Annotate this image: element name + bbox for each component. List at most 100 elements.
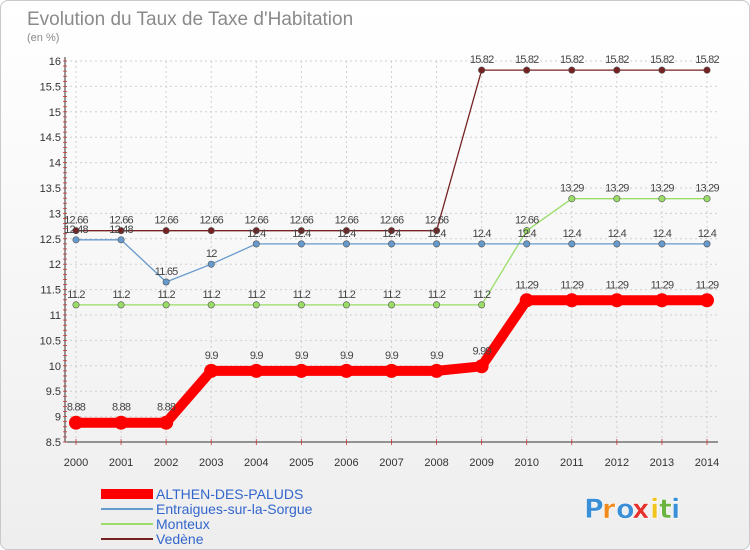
x-tick-label: 2001 (109, 457, 133, 469)
data-label: 9.9 (385, 350, 399, 362)
x-tick-label: 2003 (199, 457, 223, 469)
data-label: 9.9 (430, 350, 444, 362)
data-label: 11.2 (428, 289, 446, 301)
logo-letter: t (659, 494, 672, 525)
data-label: 13.29 (695, 183, 719, 195)
data-point (703, 195, 711, 203)
data-point (297, 227, 305, 235)
data-label: 15.82 (650, 54, 674, 66)
data-point (613, 240, 621, 248)
data-label: 15.82 (470, 54, 494, 66)
data-label: 12.66 (64, 215, 88, 227)
data-point (613, 66, 621, 74)
y-tick-label: 15.5 (40, 81, 61, 93)
data-point (478, 66, 486, 74)
data-label: 11.2 (473, 289, 491, 301)
data-label: 9.99 (473, 345, 492, 357)
data-point (252, 227, 260, 235)
logo-letter: r (602, 494, 616, 525)
data-label: 12.4 (292, 228, 311, 240)
data-point (342, 301, 350, 309)
data-point (387, 301, 395, 309)
data-point (114, 415, 129, 430)
data-point (207, 227, 215, 235)
data-point (568, 66, 576, 74)
legend-label: Entraigues-sur-la-Sorgue (156, 501, 313, 517)
data-point (249, 363, 264, 378)
data-point (117, 301, 125, 309)
data-label: 12.4 (337, 228, 356, 240)
data-label: 11.29 (696, 279, 719, 291)
data-point (252, 301, 260, 309)
data-labels: 8.88 8.88 8.88 9.9 9.9 9.9 9.9 9.9 9.9 9.99 11.29 1… (64, 54, 720, 414)
data-point (69, 415, 83, 430)
x-tick-label: 2012 (605, 457, 629, 469)
data-label: 11.2 (248, 289, 266, 301)
data-point (207, 260, 215, 268)
data-point (564, 293, 579, 308)
x-tick-label: 2000 (64, 457, 88, 469)
data-label: 12.66 (245, 215, 269, 227)
x-tick-label: 2006 (334, 457, 358, 469)
y-tick-label: 12 (49, 259, 61, 271)
data-point (72, 301, 80, 309)
data-point (384, 363, 399, 378)
data-point (162, 278, 170, 286)
data-point (429, 363, 444, 378)
data-label: 11.2 (157, 289, 175, 301)
data-point (523, 227, 531, 235)
data-label: 15.82 (605, 54, 629, 66)
legend: ALTHEN-DES-PALUDSEntraigues-sur-la-Sorgu… (101, 486, 313, 547)
y-tick-label: 12.5 (40, 234, 61, 246)
data-point (568, 195, 576, 203)
data-label: 9.9 (340, 350, 354, 362)
x-tick-label: 2002 (154, 457, 178, 469)
x-tick-label: 2009 (469, 457, 493, 469)
data-label: 12.66 (335, 215, 359, 227)
data-label: 9.9 (205, 350, 219, 362)
y-tick-label: 13.5 (40, 183, 61, 195)
data-label: 8.88 (67, 402, 86, 414)
data-label: 12.4 (518, 228, 537, 240)
data-point (478, 240, 486, 248)
data-label: 11.2 (293, 289, 311, 301)
proxiti-logo: Pr ox i t i (584, 494, 681, 526)
data-label: 12.48 (64, 224, 88, 236)
logo-letter: P (584, 494, 604, 525)
x-tick-label: 2014 (695, 457, 719, 469)
x-tick-label: 2010 (514, 457, 538, 469)
data-point (703, 240, 711, 248)
data-label: 11.29 (651, 279, 674, 291)
data-point (523, 66, 531, 74)
data-point (204, 363, 219, 378)
data-point (568, 240, 576, 248)
data-point (433, 301, 441, 309)
data-label: 12.4 (247, 228, 266, 240)
data-label: 11.29 (515, 279, 538, 291)
axes: 8.5 9 9.5 10 10.5 11 11.5 12 12.5 13 13.5 14 14.5 15 1… (40, 56, 720, 469)
data-point (162, 301, 170, 309)
data-point (519, 293, 534, 308)
data-point (609, 293, 624, 308)
data-label: 15.82 (695, 54, 719, 66)
legend-label: Monteux (156, 516, 210, 532)
x-tick-label: 2011 (560, 457, 584, 469)
data-point (387, 227, 395, 235)
data-point (433, 227, 441, 235)
x-tick-label: 2008 (424, 457, 448, 469)
data-point (72, 236, 80, 244)
data-point (159, 415, 174, 430)
gridlines (65, 60, 718, 443)
data-point (433, 240, 441, 248)
data-label: 12.66 (199, 215, 223, 227)
data-point (117, 227, 125, 235)
data-label: 12.48 (109, 224, 133, 236)
data-label: 13.29 (650, 183, 674, 195)
data-label: 11.2 (203, 289, 221, 301)
data-point (703, 66, 711, 74)
data-label: 12.66 (109, 215, 133, 227)
data-point (613, 195, 621, 203)
data-label: 15.82 (515, 54, 539, 66)
data-label: 12.4 (608, 228, 627, 240)
data-label: 11.29 (605, 279, 628, 291)
